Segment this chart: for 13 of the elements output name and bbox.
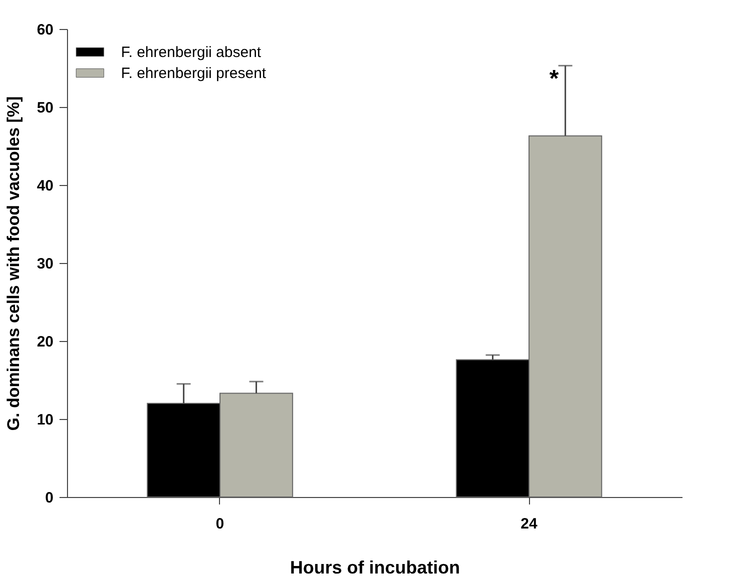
y-tick-label: 30: [36, 256, 54, 272]
y-tick-label: 40: [36, 178, 54, 194]
legend-label: F. ehrenbergii absent: [121, 44, 262, 61]
y-tick-label: 60: [36, 22, 54, 38]
y-tick-label: 10: [36, 412, 54, 428]
annotation: *: [549, 66, 560, 93]
legend-label: F. ehrenbergii present: [121, 65, 267, 82]
x-axis-title: Hours of incubation: [290, 558, 460, 578]
x-tick-label: 24: [520, 516, 538, 532]
y-axis-title: G. dominans cells with food vacuoles [%]: [4, 96, 23, 431]
y-tick-label: 20: [36, 334, 54, 350]
y-tick-label: 0: [45, 490, 54, 506]
y-tick-label: 50: [36, 100, 54, 116]
